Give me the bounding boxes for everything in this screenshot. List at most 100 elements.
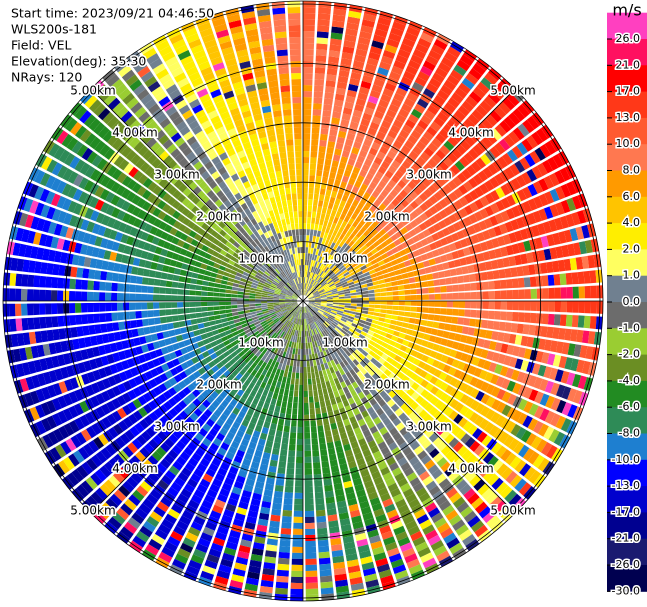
- gate: [214, 575, 229, 585]
- gate: [308, 241, 312, 248]
- gate: [329, 313, 336, 317]
- gate: [90, 454, 103, 468]
- gate: [377, 275, 384, 281]
- gate: [106, 165, 118, 177]
- gate: [304, 283, 306, 290]
- gate: [420, 274, 428, 282]
- gate: [303, 246, 306, 253]
- gate: [321, 207, 327, 214]
- gate: [394, 408, 404, 417]
- gate: [200, 263, 208, 270]
- gate: [292, 534, 303, 542]
- gate: [249, 290, 256, 294]
- gate: [532, 210, 542, 223]
- gate: [285, 301, 292, 303]
- gate: [111, 207, 121, 218]
- gate: [311, 438, 319, 445]
- gate: [328, 347, 333, 355]
- gate: [286, 340, 290, 347]
- gate: [291, 570, 303, 577]
- gate: [566, 197, 577, 212]
- gate: [362, 307, 369, 311]
- gate: [306, 223, 311, 230]
- gate: [298, 324, 301, 331]
- gate: [451, 148, 463, 159]
- gate: [512, 345, 521, 357]
- gate: [270, 313, 277, 318]
- gate: [246, 331, 253, 337]
- gate: [314, 73, 325, 80]
- gate: [40, 204, 50, 218]
- gate: [572, 390, 583, 404]
- gate: [258, 438, 266, 446]
- gate: [379, 61, 392, 71]
- gate: [325, 80, 336, 88]
- gate: [148, 411, 159, 422]
- gate: [429, 205, 438, 215]
- gate: [467, 327, 475, 336]
- gate: [434, 240, 443, 249]
- gate: [275, 311, 282, 315]
- gate: [318, 256, 323, 263]
- gate: [560, 418, 572, 432]
- gate: [493, 225, 503, 237]
- gate: [408, 498, 420, 509]
- gate: [313, 468, 322, 475]
- gate: [355, 399, 363, 408]
- gate: [344, 305, 351, 309]
- gate: [505, 452, 517, 466]
- gate: [500, 290, 507, 300]
- gate: [322, 110, 332, 117]
- gate: [433, 94, 446, 106]
- gate: [387, 202, 396, 212]
- gate: [422, 307, 429, 313]
- gate: [99, 292, 106, 301]
- gate: [339, 277, 346, 282]
- gate: [228, 412, 237, 421]
- gate: [267, 532, 279, 540]
- gate: [270, 514, 281, 522]
- gate: [392, 330, 400, 337]
- gate: [379, 365, 387, 373]
- gate: [228, 446, 238, 455]
- gate: [304, 259, 307, 266]
- gate: [56, 180, 67, 194]
- gate: [58, 425, 70, 439]
- gate: [446, 301, 454, 308]
- gate: [222, 552, 235, 562]
- gate: [214, 378, 223, 386]
- gate: [410, 530, 423, 542]
- gate: [415, 487, 428, 498]
- gate: [325, 327, 332, 334]
- gate: [88, 324, 96, 335]
- gate: [385, 282, 392, 288]
- gate: [285, 294, 292, 298]
- gate: [371, 346, 379, 354]
- gate: [191, 272, 199, 279]
- gate: [58, 460, 70, 474]
- gate: [268, 310, 275, 314]
- gate: [454, 240, 463, 250]
- gate: [334, 573, 348, 582]
- gate: [434, 399, 444, 410]
- gate: [525, 433, 537, 446]
- gate: [350, 172, 358, 180]
- gate: [370, 389, 379, 398]
- gate: [489, 496, 503, 509]
- gate: [50, 193, 61, 207]
- gate: [532, 181, 544, 194]
- gate: [245, 340, 252, 347]
- gate: [69, 303, 76, 314]
- gate: [478, 506, 492, 519]
- gate: [464, 309, 471, 317]
- gate: [355, 231, 363, 238]
- gate: [384, 349, 392, 356]
- gate: [311, 217, 316, 224]
- gate: [414, 405, 424, 415]
- gate: [261, 457, 270, 466]
- gate: [520, 430, 532, 443]
- gate: [446, 74, 460, 86]
- gate: [251, 316, 259, 321]
- gate: [46, 415, 58, 429]
- gate: [385, 408, 394, 417]
